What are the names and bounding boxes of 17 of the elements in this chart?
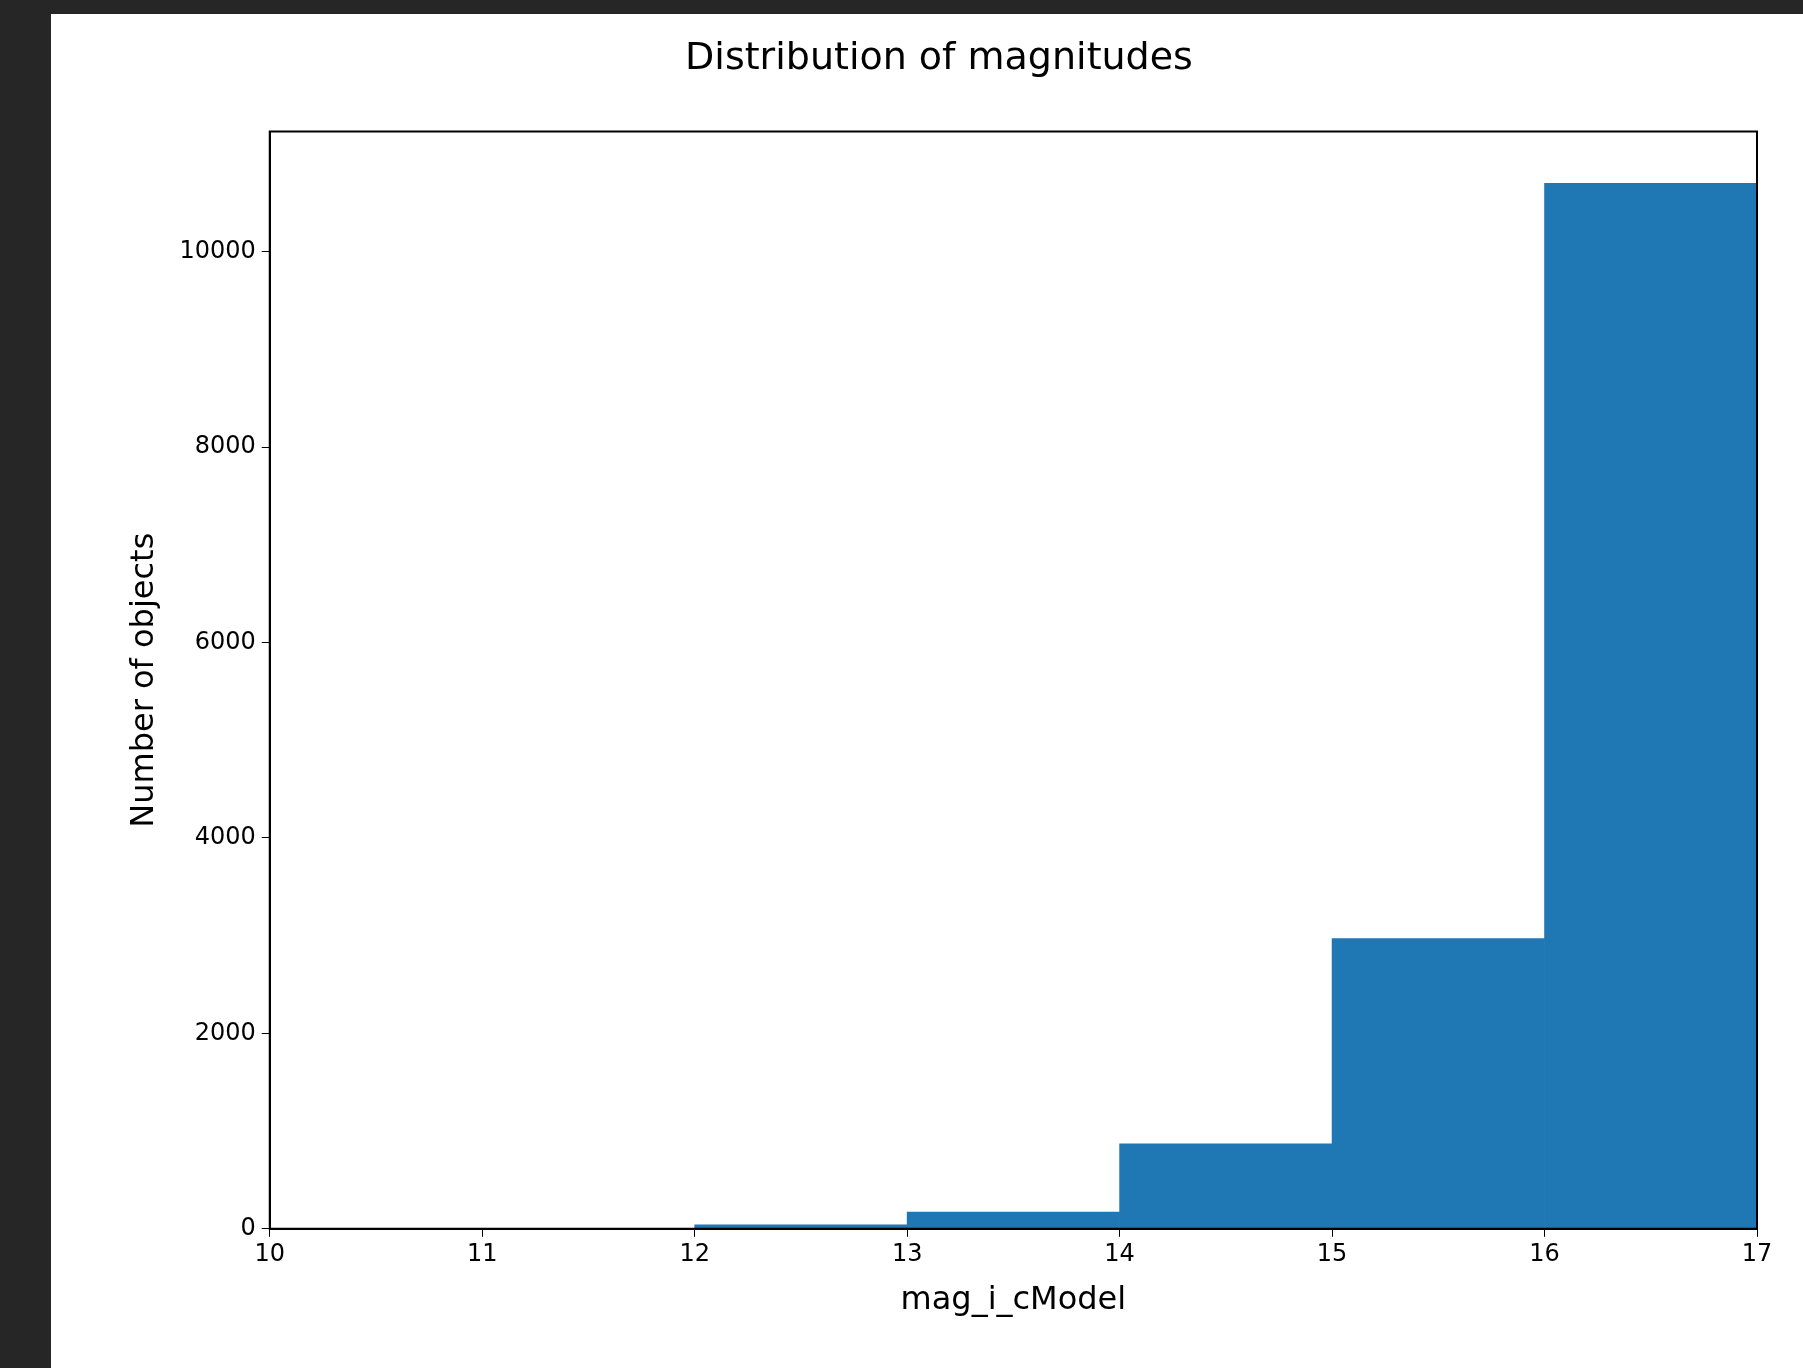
y-axis-title: Number of objects — [122, 532, 161, 828]
x-tick-label: 14 — [1104, 1239, 1135, 1268]
y-tick-label: 6000 — [194, 626, 256, 655]
x-tick-label: 11 — [466, 1239, 498, 1268]
x-tick-label: 12 — [679, 1239, 710, 1268]
x-tick-label: 17 — [1741, 1239, 1773, 1268]
y-tick-label: 4000 — [194, 822, 256, 851]
chart-title: Distribution of magnitudes — [685, 33, 1193, 78]
y-tick-label: 2000 — [194, 1017, 256, 1046]
x-tick-label: 10 — [254, 1239, 286, 1268]
y-tick-label: 0 — [240, 1213, 256, 1242]
y-tick-label: 10000 — [179, 236, 256, 265]
x-tick-label: 15 — [1316, 1239, 1348, 1268]
y-tick-label: 8000 — [194, 431, 256, 460]
x-axis-title: mag_i_cModel — [900, 1279, 1127, 1318]
x-tick-label: 13 — [891, 1239, 923, 1268]
x-tick-label: 16 — [1529, 1239, 1560, 1268]
